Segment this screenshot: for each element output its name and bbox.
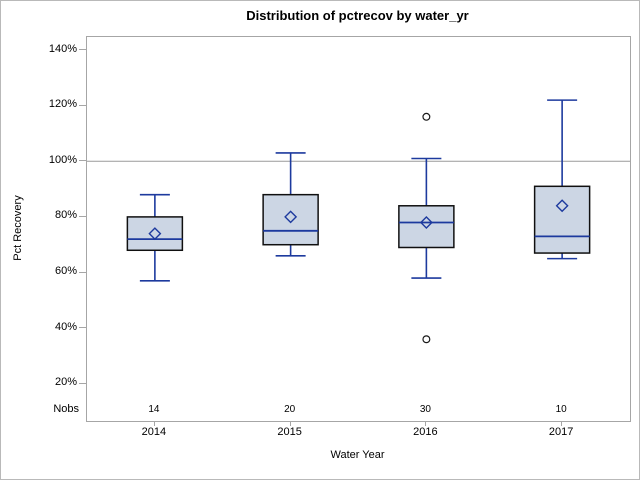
y-tick-mark <box>79 104 86 106</box>
x-tick-mark <box>561 421 563 426</box>
nobs-row-label: Nobs <box>53 403 79 415</box>
y-tick-mark <box>79 382 86 384</box>
nobs-value: 20 <box>284 404 296 415</box>
plot-area <box>86 36 631 422</box>
outlier-point <box>422 335 431 344</box>
x-tick-label: 2016 <box>413 426 438 438</box>
mean-diamond <box>284 210 298 224</box>
outlier-point <box>422 112 431 121</box>
y-tick-mark <box>79 49 86 51</box>
x-axis-title: Water Year <box>330 449 385 461</box>
y-tick-mark <box>79 215 86 217</box>
chart-title: Distribution of pctrecov by water_yr <box>246 8 469 23</box>
y-tick-mark <box>79 327 86 329</box>
x-tick-mark <box>153 421 155 426</box>
mean-diamond <box>148 227 162 241</box>
x-tick-mark <box>289 421 291 426</box>
y-tick-label: 40% <box>54 320 77 333</box>
mean-diamond <box>555 199 569 213</box>
y-tick-label: 60% <box>54 265 77 278</box>
iqr-box <box>262 193 319 246</box>
y-tick-label: 140% <box>48 42 77 55</box>
boxplot-svg <box>87 99 630 344</box>
nobs-value: 30 <box>419 404 431 415</box>
y-tick-label: 120% <box>48 98 77 111</box>
mean-diamond <box>419 215 433 229</box>
nobs-value: 14 <box>148 404 160 415</box>
iqr-box <box>126 216 184 252</box>
y-axis-title: Pct Recovery <box>12 195 24 261</box>
y-tick-label: 80% <box>54 209 77 222</box>
y-tick-mark <box>79 160 86 162</box>
x-tick-label: 2014 <box>141 426 167 438</box>
iqr-box <box>398 205 455 249</box>
y-tick-label: 100% <box>48 153 77 166</box>
iqr-box <box>533 185 591 254</box>
y-tick-label: 20% <box>54 376 77 389</box>
y-tick-mark <box>79 271 86 273</box>
x-tick-label: 2017 <box>548 426 574 438</box>
x-tick-mark <box>425 421 427 426</box>
nobs-value: 10 <box>555 404 567 415</box>
x-tick-label: 2015 <box>277 426 302 438</box>
